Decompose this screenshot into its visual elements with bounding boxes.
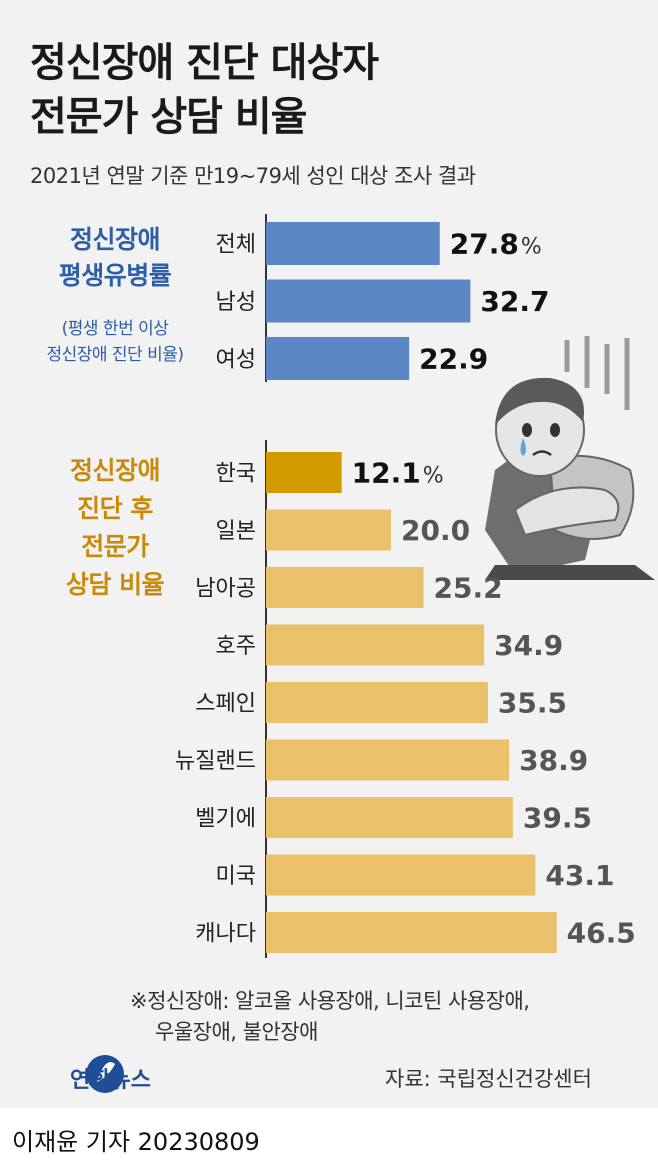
sad-person-illustration: [485, 336, 655, 580]
value-label-호주: 34.9: [494, 629, 563, 662]
arms-shape: [513, 486, 620, 537]
value-label-여성: 22.9: [419, 343, 488, 376]
counseling-label: 정신장애 진단 후 전문가 상담 비율: [40, 452, 190, 604]
prevalence-note-line-2: 정신장애 진단 비율): [46, 345, 184, 365]
value-label-스페인: 35.5: [498, 687, 567, 720]
title-line-1: 정신장애 진단 대상자: [30, 40, 379, 86]
bar-뉴질랜드: [266, 739, 510, 781]
category-label-뉴질랜드: 뉴질랜드: [175, 749, 256, 774]
footnote-line-1: ※정신장애: 알코올 사용장애, 니코틴 사용장애,: [130, 989, 530, 1013]
bar-남아공: [266, 567, 424, 608]
title-line-2: 전문가 상담 비율: [30, 94, 307, 140]
chart-bars: 전체 27.8 % 남성 32.7 여성 22.9 한국 12.1 % 일본 20.0 남아공 25.2 호…: [175, 222, 636, 953]
logo-text: 연합뉴스: [70, 1068, 151, 1093]
bar-벨기에: [266, 797, 513, 838]
value-label-한국: 12.1: [352, 457, 421, 490]
category-label-일본: 일본: [216, 519, 256, 544]
right-eye: [550, 423, 560, 437]
counseling-label-line-2: 진단 후: [77, 494, 153, 523]
category-label-남아공: 남아공: [195, 577, 256, 602]
bar-호주: [266, 624, 485, 666]
unit-label-1: %: [521, 235, 542, 260]
category-label-호주: 호주: [216, 634, 256, 659]
value-label-남아공: 25.2: [434, 572, 503, 605]
category-label-스페인: 스페인: [195, 692, 256, 717]
counseling-label-line-4: 상담 비율: [65, 570, 165, 599]
value-label-벨기에: 39.5: [523, 802, 592, 835]
category-label-캐나다: 캐나다: [195, 922, 256, 947]
tear-icon: [520, 438, 526, 456]
category-label-한국: 한국: [216, 462, 256, 487]
value-label-전체: 27.8: [450, 228, 519, 261]
value-label-캐나다: 46.5: [567, 917, 636, 950]
source: 자료: 국립정신건강센터: [385, 1067, 592, 1091]
bar-chart: 전체 27.8 % 남성 32.7 여성 22.9 한국 12.1 % 일본 20.0 남아공 25.2 호…: [175, 214, 636, 958]
category-label-전체: 전체: [216, 233, 256, 258]
bar-캐나다: [266, 912, 557, 953]
mouth: [532, 450, 552, 457]
bar-전체: [266, 222, 440, 265]
counseling-label-line-3: 전문가: [81, 532, 149, 561]
prevalence-note-line-1: (평생 한번 이상: [61, 319, 169, 339]
value-label-남성: 32.7: [480, 285, 549, 318]
unit-label-2: %: [423, 464, 444, 489]
left-eye: [522, 423, 532, 437]
category-label-미국: 미국: [216, 864, 256, 889]
bar-한국: [266, 452, 342, 493]
value-label-뉴질랜드: 38.9: [519, 744, 588, 777]
prevalence-label-line-1: 정신장애: [69, 225, 161, 254]
bar-스페인: [266, 682, 488, 723]
value-label-미국: 43.1: [545, 859, 614, 892]
rain-lines: [564, 336, 630, 410]
prevalence-label: 정신장애 평생유병률: [40, 222, 190, 294]
bar-일본: [266, 509, 391, 551]
yonhap-logo-icon: [86, 1055, 124, 1093]
bar-남성: [266, 279, 471, 323]
category-label-남성: 남성: [216, 290, 256, 315]
subtitle: 2021년 연말 기준 만19~79세 성인 대상 조사 결과: [30, 164, 476, 188]
hair-shape: [495, 377, 585, 425]
footer-bar: [0, 1108, 658, 1168]
prevalence-note: (평생 한번 이상 정신장애 진단 비율): [16, 316, 214, 368]
author-credit: 이재윤 기자 20230809: [12, 1128, 260, 1156]
feet-shadow: [485, 565, 655, 580]
prevalence-label-line-2: 평생유병률: [58, 261, 172, 290]
footnote-line-2: 우울장애, 불안장애: [155, 1020, 318, 1044]
bar-미국: [266, 854, 536, 896]
value-label-일본: 20.0: [401, 514, 470, 547]
bar-여성: [266, 337, 410, 380]
counseling-label-line-1: 정신장애: [69, 456, 161, 485]
category-label-여성: 여성: [216, 348, 256, 373]
category-label-벨기에: 벨기에: [195, 807, 256, 832]
